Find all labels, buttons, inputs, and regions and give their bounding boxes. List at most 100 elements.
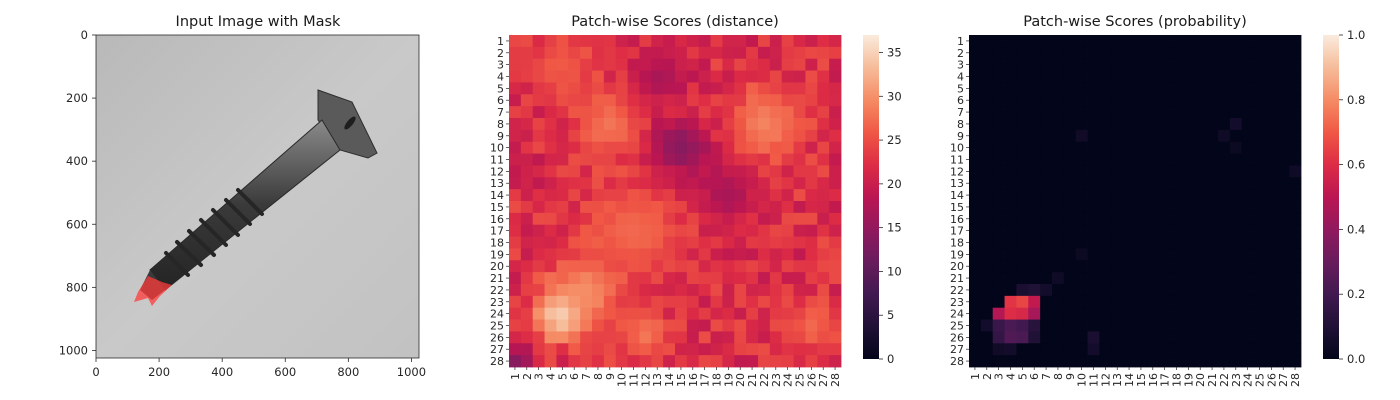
heatmap-cell [781, 201, 794, 214]
heatmap-cell [698, 260, 711, 273]
heatmap-cell [1123, 82, 1136, 95]
colorbar-tick-label: 20 [887, 177, 902, 191]
heatmap-cell [1158, 35, 1171, 48]
heatmap-cell [592, 82, 605, 95]
heatmap-cell [509, 201, 522, 214]
heatmap-cell [603, 106, 617, 119]
heatmap-cell [1265, 319, 1278, 332]
heatmap-cell [1040, 331, 1053, 344]
heatmap-cell [1040, 272, 1053, 285]
heatmap-cell [829, 165, 842, 178]
heatmap-cell [1135, 94, 1148, 107]
heatmap-cell [1123, 177, 1136, 190]
heatmap-cell [1111, 189, 1124, 202]
heatmap-cell [1229, 307, 1243, 320]
heatmap-cell [615, 106, 628, 119]
heatmap-cell [639, 343, 652, 356]
heatmap-cell [686, 260, 700, 273]
heatmap-cell [580, 153, 593, 166]
heatmap-cell [1146, 129, 1160, 143]
heatmap-y-label: 23 [490, 296, 504, 309]
heatmap-cell [568, 260, 581, 273]
heatmap-cell [544, 201, 557, 214]
heatmap-cell [969, 319, 982, 332]
heatmap-cell [1265, 307, 1278, 320]
heatmap-y-label: 17 [490, 225, 504, 238]
heatmap-cell [805, 248, 818, 261]
heatmap-cell [1158, 201, 1171, 214]
heatmap-cell [829, 177, 842, 190]
heatmap-cell [651, 272, 664, 285]
heatmap-cell [592, 106, 605, 119]
heatmap-cell [544, 331, 557, 344]
heatmap-cell [1040, 295, 1053, 309]
heatmap-cell [1111, 165, 1124, 178]
heatmap-cell [639, 129, 652, 143]
heatmap-cell [556, 272, 569, 285]
heatmap-x-label: 6 [1028, 373, 1041, 380]
heatmap-cell [734, 319, 747, 332]
heatmap-cell [1099, 177, 1112, 190]
heatmap-x-label: 10 [1076, 373, 1089, 387]
heatmap-cell [509, 319, 522, 332]
heatmap-cell [1087, 212, 1100, 226]
heatmap-cell [1004, 153, 1017, 166]
heatmap-cell [1016, 236, 1029, 249]
heatmap-x-label: 14 [1123, 373, 1136, 387]
heatmap-cell [1052, 46, 1065, 60]
heatmap-cell [663, 118, 676, 131]
heatmap-cell [781, 70, 794, 83]
heatmap-cell [1170, 355, 1183, 368]
heatmap-x-label: 25 [794, 373, 807, 387]
heatmap-cell [758, 295, 771, 309]
heatmap-cell [992, 224, 1005, 237]
heatmap-cell [556, 153, 569, 166]
heatmap-cell [992, 272, 1005, 285]
heatmap-cell [1075, 58, 1088, 71]
heatmap-cell [1052, 343, 1065, 356]
heatmap-cell [734, 189, 747, 202]
heatmap-cell [781, 106, 794, 119]
heatmap-cell [532, 70, 545, 83]
heatmap-cell [1052, 355, 1065, 368]
heatmap-cell [805, 94, 818, 107]
heatmap-cell [1218, 343, 1231, 356]
heatmap-cell [615, 307, 628, 320]
heatmap-cell [1289, 189, 1302, 202]
heatmap-cell [556, 355, 569, 368]
heatmap-cell [1063, 355, 1077, 368]
heatmap-cell [580, 248, 593, 261]
heatmap-cell [746, 129, 759, 143]
heatmap-x-label: 27 [817, 373, 830, 387]
heatmap-cell [675, 177, 688, 190]
heatmap-cell [805, 153, 818, 166]
heatmap-cell [580, 212, 593, 226]
heatmap-cell [1123, 260, 1136, 273]
heatmap-cell [1063, 295, 1077, 309]
heatmap-cell [1289, 212, 1302, 226]
heatmap-cell [805, 295, 818, 309]
heatmap-cell [592, 319, 605, 332]
heatmap-cell [1170, 153, 1183, 166]
heatmap-cell [520, 201, 534, 214]
heatmap-cell [627, 295, 640, 309]
heatmap-cell [1194, 212, 1207, 226]
heatmap-cell [758, 355, 771, 368]
heatmap-cell [509, 248, 522, 261]
heatmap-cell [1075, 118, 1088, 131]
heatmap-cell [1135, 177, 1148, 190]
heatmap-y-label: 20 [490, 260, 504, 273]
heatmap-cell [817, 165, 830, 178]
heatmap-cell [734, 307, 747, 320]
heatmap-y-label: 8 [497, 118, 504, 131]
heatmap-cell [734, 248, 747, 261]
heatmap-cell [793, 272, 806, 285]
heatmap-cell [686, 94, 700, 107]
heatmap-cell [1170, 331, 1183, 344]
heatmap-cell [1218, 94, 1231, 107]
heatmap-cell [1028, 70, 1041, 83]
heatmap-cell [580, 331, 593, 344]
heatmap-cell [805, 141, 818, 154]
heatmap-y-label: 7 [497, 106, 504, 119]
heatmap-x-label: 26 [1265, 373, 1278, 387]
